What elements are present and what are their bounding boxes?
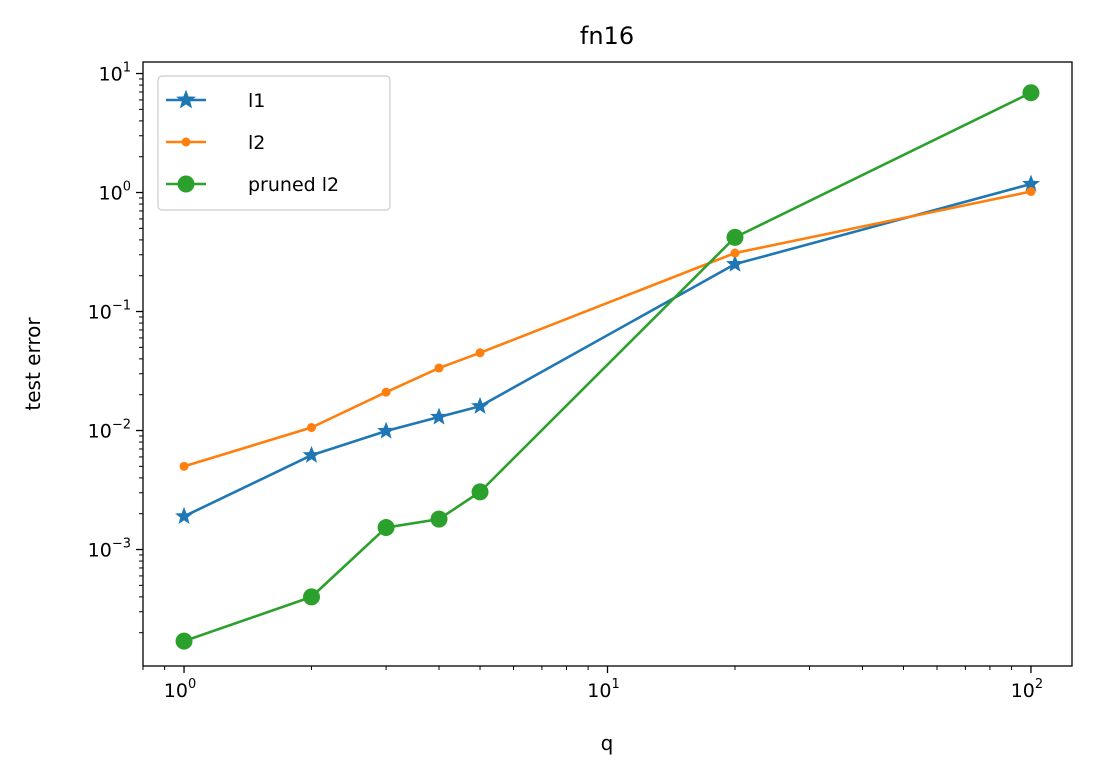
legend-marker [176,89,196,109]
x-tick-label: 102 [1011,677,1043,702]
data-point-l1 [302,445,321,463]
x-tick-label: 101 [587,677,619,702]
y-tick-base: 10 [99,183,123,205]
x-tick-label: 100 [164,677,196,702]
data-point-l2 [475,348,485,358]
series-l2 [179,187,1036,471]
x-tick-base: 10 [1011,680,1035,702]
data-point-l2 [307,423,317,433]
y-axis-label: test error [21,317,45,411]
y-tick-label: 100 [99,180,131,205]
y-tick-exponent: −3 [112,537,131,552]
y-tick-label: 101 [99,61,131,86]
series-pruned-l2 [175,84,1040,650]
plot-frame [142,61,1073,667]
y-tick-exponent: 0 [123,180,131,195]
plot-series [175,84,1040,650]
y-tick-label: 10−2 [88,418,131,443]
data-point-pruned-l2 [377,519,395,537]
data-point-pruned-l2 [471,483,489,501]
y-tick-exponent: −1 [112,299,131,314]
x-tick-base: 10 [164,680,188,702]
legend-marker [177,175,195,193]
data-point-l2 [1026,187,1036,197]
series-l1 [175,174,1040,524]
y-tick-label: 10−1 [88,299,131,324]
legend-box [157,75,391,211]
data-point-l2 [381,387,391,397]
data-point-pruned-l2 [1022,84,1040,102]
legend-entry: l2 [166,132,265,154]
x-axis-ticks: 100 101 102 [142,666,1043,702]
y-tick-base: 10 [88,540,112,562]
data-point-l1 [377,421,396,439]
data-point-pruned-l2 [726,228,744,246]
y-tick-base: 10 [99,64,123,86]
x-axis-label: q [601,731,614,755]
x-tick-base: 10 [587,680,611,702]
data-point-l1 [471,396,489,414]
legend-entry: pruned l2 [166,174,339,196]
x-tick-exponent: 0 [188,677,196,692]
y-tick-exponent: 1 [123,61,131,76]
data-point-pruned-l2 [175,632,193,650]
data-point-l2 [179,461,189,471]
legend-marker [181,137,191,147]
legend-entry: l1 [166,89,265,112]
y-tick-exponent: −2 [112,418,131,433]
x-tick-exponent: 2 [1035,677,1043,692]
y-tick-label: 10−3 [88,537,131,562]
data-point-l1 [175,506,193,524]
legend: l1 l2 pruned l2 [157,75,391,211]
data-point-pruned-l2 [430,510,448,528]
chart-title: fn16 [580,22,634,50]
y-tick-base: 10 [88,302,112,324]
legend-label: l2 [248,132,265,154]
y-tick-base: 10 [88,421,112,443]
data-point-l2 [730,248,740,258]
data-point-l2 [434,363,444,373]
data-point-l1 [726,254,744,272]
data-point-l1 [430,407,448,425]
data-point-pruned-l2 [303,588,321,606]
x-tick-exponent: 1 [611,677,619,692]
legend-label: pruned l2 [248,174,339,196]
legend-label: l1 [248,90,265,112]
